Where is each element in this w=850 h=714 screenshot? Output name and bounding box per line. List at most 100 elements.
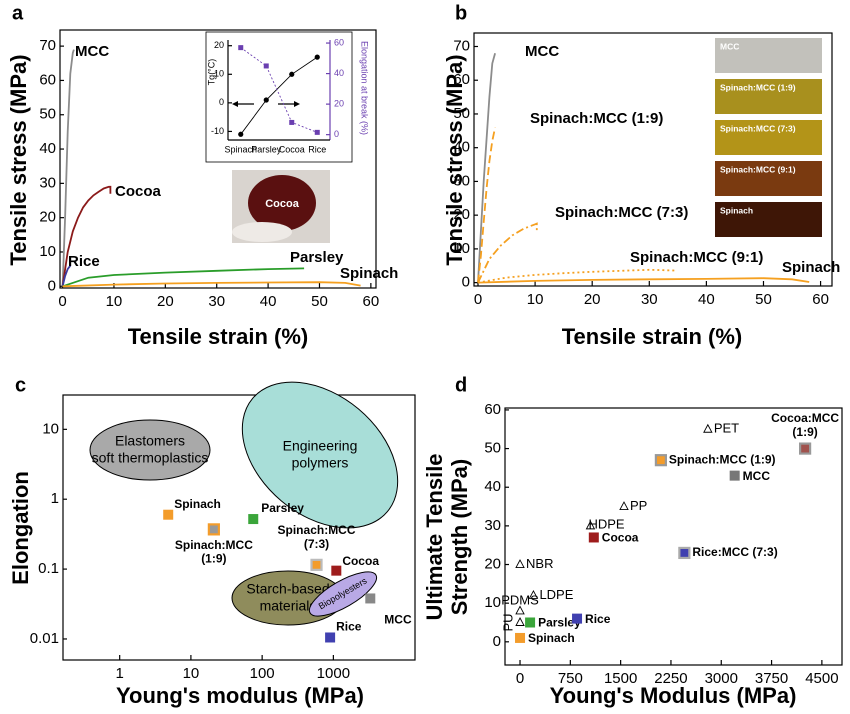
x-tick-label: 40 bbox=[260, 293, 277, 310]
x-tick-label: 750 bbox=[558, 670, 583, 687]
x-tick-label: 2250 bbox=[654, 670, 687, 687]
y-tick-label: 50 bbox=[484, 440, 501, 457]
point bbox=[678, 546, 691, 560]
marker bbox=[289, 71, 295, 77]
y-tick-label: 20 bbox=[214, 40, 224, 50]
region bbox=[89, 419, 211, 481]
marker bbox=[314, 54, 320, 60]
point-label: HDPE bbox=[588, 516, 624, 531]
curve bbox=[477, 222, 538, 283]
point bbox=[619, 501, 629, 510]
text-line: (1:9) bbox=[201, 552, 226, 566]
photo bbox=[715, 38, 822, 73]
y2-tick-label: 60 bbox=[334, 37, 344, 47]
y-tick-label: 20 bbox=[484, 555, 501, 572]
panel-label: a bbox=[12, 2, 24, 24]
x-axis-label: Tensile strain (%) bbox=[562, 324, 743, 349]
point-label: NBR bbox=[526, 556, 553, 571]
y-tick-label: 60 bbox=[453, 71, 470, 88]
y-tick-label: 0 bbox=[462, 274, 470, 291]
point bbox=[729, 470, 740, 481]
photo-label: Spinach:MCC (1:9) bbox=[720, 82, 796, 92]
x-tick-label: 1500 bbox=[604, 670, 637, 687]
x-axis-label: Young's modulus (MPa) bbox=[116, 683, 364, 708]
point bbox=[365, 593, 376, 604]
x-category-label: Rice bbox=[308, 144, 326, 154]
point-label: Cocoa bbox=[342, 554, 379, 568]
panel-label: d bbox=[455, 374, 467, 396]
point bbox=[525, 617, 536, 628]
point-label: Spinach bbox=[528, 631, 575, 645]
y-tick-label: 70 bbox=[39, 37, 56, 54]
y-tick-label: 0 bbox=[493, 633, 501, 650]
point-label: Spinach bbox=[174, 497, 221, 511]
text-line: Engineering bbox=[283, 437, 358, 453]
point-label: Spinach:MCC (7:3) bbox=[278, 523, 356, 551]
panel-label: b bbox=[455, 2, 467, 24]
x-tick-label: 0 bbox=[474, 291, 482, 308]
x-tick-label: 10 bbox=[527, 291, 544, 308]
point bbox=[572, 613, 583, 624]
x-tick-label: 20 bbox=[584, 291, 601, 308]
y-tick-label: 30 bbox=[453, 172, 470, 189]
y-tick-label: 60 bbox=[39, 71, 56, 88]
point bbox=[588, 532, 599, 543]
x-tick-label: 1000 bbox=[317, 665, 350, 682]
x-tick-label: 10 bbox=[183, 665, 200, 682]
point-label: Rice:MCC (7:3) bbox=[692, 545, 777, 559]
marker bbox=[289, 119, 295, 125]
y-tick-label: 10 bbox=[484, 594, 501, 611]
x-tick-label: 4500 bbox=[805, 670, 838, 687]
y-tick-label: 30 bbox=[484, 517, 501, 534]
x-category-label: Spinach bbox=[224, 144, 257, 154]
series-label: Spinach:MCC (7:3) bbox=[555, 204, 688, 221]
y-axis-label: Elongation bbox=[8, 471, 33, 585]
photo bbox=[715, 120, 822, 155]
y-tick-label: 0.01 bbox=[30, 630, 59, 647]
text-line: Elastomers bbox=[115, 432, 185, 448]
y-tick-label: 50 bbox=[39, 106, 56, 123]
y-tick-label: 40 bbox=[484, 478, 501, 495]
point-label: LDPE bbox=[539, 587, 573, 602]
text-line: Spinach:MCC bbox=[278, 523, 356, 537]
y-tick-label: 40 bbox=[453, 139, 470, 156]
plot-frame bbox=[504, 407, 843, 666]
x-axis-label: Young's Modulus (MPa) bbox=[550, 683, 797, 708]
marker bbox=[314, 129, 320, 135]
point bbox=[585, 520, 596, 530]
region bbox=[308, 571, 378, 617]
y-tick-label: 20 bbox=[39, 209, 56, 226]
plot-frame bbox=[473, 32, 833, 287]
point bbox=[799, 442, 812, 455]
text-line: Strength (MPa) bbox=[447, 459, 472, 615]
point bbox=[248, 514, 259, 525]
marker bbox=[263, 97, 269, 103]
point bbox=[310, 558, 323, 571]
y2-tick-label: 40 bbox=[334, 68, 344, 78]
text-line: (7:3) bbox=[304, 537, 329, 551]
point-label: PDMS bbox=[501, 592, 539, 607]
x-tick-label: 30 bbox=[208, 293, 225, 310]
photo bbox=[715, 161, 822, 196]
marker bbox=[263, 63, 269, 69]
x-tick-label: 10 bbox=[106, 293, 123, 310]
point bbox=[515, 559, 525, 568]
marker bbox=[238, 45, 244, 51]
marker bbox=[238, 131, 244, 137]
series-label: Spinach bbox=[340, 265, 398, 282]
inset-arrows bbox=[232, 101, 300, 107]
point bbox=[654, 454, 667, 467]
point bbox=[207, 523, 220, 536]
curve bbox=[62, 267, 305, 288]
arrow-head bbox=[294, 101, 300, 107]
x-tick-label: 3750 bbox=[755, 670, 788, 687]
point-label: Spinach:MCC (1:9) bbox=[669, 452, 776, 466]
point-label: Parsley bbox=[261, 501, 304, 515]
y-axis-label: Ultimate TensileStrength (MPa) bbox=[422, 453, 472, 620]
photo bbox=[715, 79, 822, 114]
y2-axis-label: Elongation at break (%) bbox=[360, 41, 370, 135]
curve bbox=[477, 277, 810, 284]
arrow-head bbox=[232, 101, 238, 107]
y-tick-label: 10 bbox=[42, 420, 59, 437]
